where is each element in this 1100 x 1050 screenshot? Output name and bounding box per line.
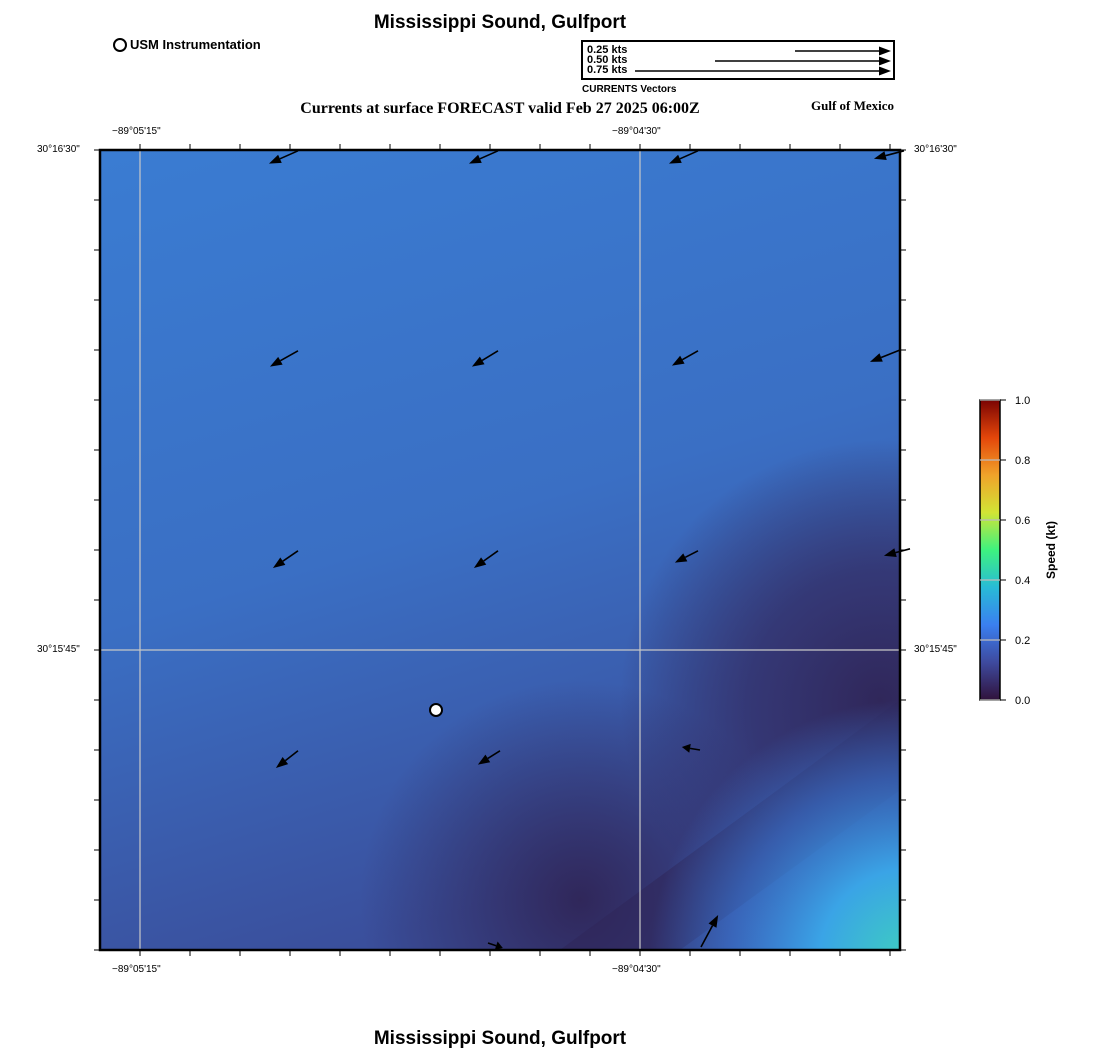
colorbar-tick-label: 0.0	[1015, 695, 1030, 707]
bottom-lon-label: −89°05'15"	[112, 964, 161, 975]
current-vector-arrow	[477, 750, 501, 765]
colorbar-tick-label: 0.8	[1015, 455, 1030, 467]
current-vector-arrow	[869, 349, 901, 362]
circle-marker-icon	[113, 37, 127, 52]
legend-entry: 0.75 kts	[587, 64, 628, 76]
colorbar-tick-label: 0.2	[1015, 635, 1030, 647]
vector-legend-title: CURRENTS Vectors	[582, 84, 677, 95]
colorbar-label: Speed (kt)	[1044, 521, 1058, 579]
current-vector-arrow	[668, 150, 699, 164]
graticule	[100, 150, 900, 950]
colorbar-tick-label: 1.0	[1015, 395, 1030, 407]
colorbar-tick-label: 0.6	[1015, 515, 1030, 527]
left-lat-label: 30°16'30"	[37, 144, 80, 155]
vector-legend: 0.25 kts 0.50 kts 0.75 kts	[581, 40, 895, 80]
current-vector-arrow	[681, 743, 701, 753]
current-vector-arrow	[873, 150, 905, 161]
right-lat-label: 30°16'30"	[914, 144, 957, 155]
region-label: Gulf of Mexico	[811, 98, 895, 113]
right-lat-label: 30°15'45"	[914, 644, 957, 655]
legend-entry: 0.25 kts	[587, 44, 628, 56]
current-vector-arrow	[269, 350, 299, 367]
current-vector-arrow	[674, 550, 699, 563]
current-vector-arrow	[268, 150, 299, 164]
current-vector-arrow	[487, 941, 503, 950]
colorbar-ticks: 1.0 0.8 0.6 0.4 0.2 0.0	[980, 395, 1030, 707]
footer-title: Mississippi Sound, Gulfport	[373, 1028, 627, 1049]
current-vector-arrow	[671, 350, 699, 366]
usm-station-marker[interactable]	[429, 703, 443, 717]
colorbar	[979, 399, 1001, 701]
bottom-lon-label: −89°04'30"	[612, 964, 661, 975]
colorbar-tick-label: 0.4	[1015, 575, 1030, 587]
current-vector-arrow	[471, 350, 499, 367]
current-vector-arrow	[272, 550, 299, 568]
current-vector-arrow	[473, 550, 499, 568]
legend-arrow	[635, 66, 891, 76]
station-legend-label: USM Instrumentation	[130, 37, 261, 52]
speed-field	[100, 150, 900, 950]
current-vector-arrow	[468, 150, 499, 164]
current-vector-arrow	[883, 548, 911, 557]
top-lon-label: −89°04'30"	[612, 126, 661, 137]
map-frame	[98, 148, 902, 952]
vector-legend-arrows	[635, 46, 891, 76]
legend-arrow	[795, 46, 891, 56]
current-vector-arrow	[275, 750, 299, 768]
top-lon-label: −89°05'15"	[112, 126, 161, 137]
station-legend: USM Instrumentation	[113, 37, 261, 52]
current-vector-arrow	[700, 914, 719, 948]
left-lat-label: 30°15'45"	[37, 644, 80, 655]
legend-arrow	[715, 56, 891, 66]
map-title: Mississippi Sound, Gulfport	[373, 12, 627, 33]
current-vectors	[268, 150, 911, 950]
legend-entry: 0.50 kts	[587, 54, 628, 66]
plot-subtitle: Currents at surface FORECAST valid Feb 2…	[300, 100, 700, 117]
